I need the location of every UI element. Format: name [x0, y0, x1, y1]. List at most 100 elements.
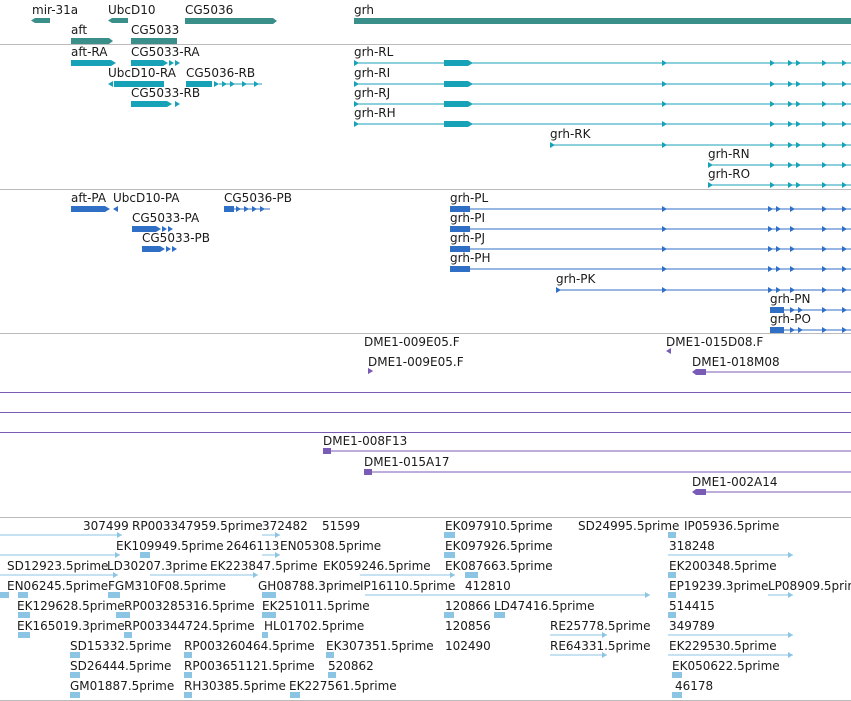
est-label[interactable]: IP16110.5prime [360, 579, 456, 593]
est-label[interactable]: LD30207.3prime [107, 559, 208, 573]
transcript-label[interactable]: CG5036-RB [186, 66, 256, 80]
est-label[interactable]: 412810 [465, 579, 511, 593]
clone-label[interactable]: DME1-009E05.F [364, 335, 460, 349]
gene-label[interactable]: CG5036 [185, 3, 234, 17]
gene-label[interactable]: aft [71, 23, 88, 37]
gene-label[interactable]: grh [354, 3, 374, 17]
est-label[interactable]: 46178 [675, 679, 714, 693]
strand-arrow [166, 246, 171, 252]
est-label[interactable]: EP19239.3prime [669, 579, 769, 593]
est-label[interactable]: EK227561.5prime [289, 679, 397, 693]
transcript-label[interactable]: UbcD10-RA [108, 66, 176, 80]
transcript-label[interactable]: aft-RA [71, 45, 108, 59]
est-label[interactable]: RP003651121.5prime [184, 659, 315, 673]
est-label[interactable]: RP003344724.5prime [124, 619, 255, 633]
strand-arrow [770, 101, 775, 107]
est-label[interactable]: SD15332.5prime [70, 639, 172, 653]
est-label[interactable]: LP08909.5prime [768, 579, 851, 593]
est-label[interactable]: EK223847.5prime [210, 559, 318, 573]
strand-arrow [822, 327, 827, 333]
est-label[interactable]: SD12923.5prime [7, 559, 109, 573]
protein-label[interactable]: grh-PO [770, 312, 811, 326]
est-label[interactable]: RP003285316.5prime [124, 599, 255, 613]
strand-arrow [790, 307, 795, 313]
transcript-label[interactable]: grh-RH [354, 106, 396, 120]
gene-glyph [31, 18, 50, 23]
est-label[interactable]: EN05308.5prime [280, 539, 382, 553]
est-label[interactable]: RE64331.5prime [550, 639, 651, 653]
protein-label[interactable]: aft-PA [71, 191, 107, 205]
clone-label[interactable]: DME1-015D08.F [666, 335, 764, 349]
est-label[interactable]: 307499 [83, 519, 129, 533]
est-label[interactable]: RP003347959.5prime [132, 519, 263, 533]
est-label[interactable]: EK165019.3prime [17, 619, 125, 633]
est-label[interactable]: RE25778.5prime [550, 619, 651, 633]
est-label[interactable]: RP003260464.5prime [184, 639, 315, 653]
est-label[interactable]: LD47416.5prime [494, 599, 595, 613]
strand-arrow [822, 162, 827, 168]
protein-label[interactable]: CG5033-PA [132, 211, 200, 225]
protein-label[interactable]: grh-PH [450, 251, 491, 265]
est-label[interactable]: EK097910.5prime [445, 519, 553, 533]
est-label[interactable]: 102490 [445, 639, 491, 653]
est-label[interactable]: EK229530.5prime [669, 639, 777, 653]
est-label[interactable]: EK307351.5prime [326, 639, 434, 653]
est-label[interactable]: HL01702.5prime [264, 619, 365, 633]
gene-label[interactable]: UbcD10 [108, 3, 156, 17]
est-label[interactable]: 372482 [262, 519, 308, 533]
est-label[interactable]: EK050622.5prime [672, 659, 780, 673]
transcript-label[interactable]: CG5033-RB [131, 86, 201, 100]
est-label[interactable]: EK059246.5prime [323, 559, 431, 573]
est-label[interactable]: SD24995.5prime [578, 519, 680, 533]
clone-label[interactable]: DME1-002A14 [692, 475, 778, 489]
est-label[interactable]: EN06245.5prime [7, 579, 109, 593]
est-label[interactable]: 120856 [445, 619, 491, 633]
protein-label[interactable]: CG5036-PB [224, 191, 293, 205]
est-arrow [788, 632, 793, 638]
protein-label[interactable]: CG5033-PB [142, 231, 211, 245]
est-label[interactable]: 520862 [328, 659, 374, 673]
transcript-label[interactable]: grh-RI [354, 66, 391, 80]
est-label[interactable]: EK087663.5prime [445, 559, 553, 573]
transcript-label[interactable]: grh-RL [354, 45, 394, 59]
est-label[interactable]: 120866 [445, 599, 491, 613]
clone-label[interactable]: DME1-009E05.F [368, 355, 464, 369]
est-label[interactable]: 514415 [669, 599, 715, 613]
protein-label[interactable]: grh-PL [450, 191, 489, 205]
est-label[interactable]: EK251011.5prime [262, 599, 370, 613]
exon-block [142, 246, 160, 252]
est-label[interactable]: 318248 [669, 539, 715, 553]
est-label[interactable]: 349789 [669, 619, 715, 633]
transcript-label[interactable]: grh-RO [708, 167, 751, 181]
clone-label[interactable]: DME1-018M08 [692, 355, 780, 369]
clone-label[interactable]: DME1-008F13 [323, 434, 408, 448]
est-label[interactable]: SD26444.5prime [70, 659, 172, 673]
est-arrow [113, 572, 118, 578]
est-label[interactable]: FGM310F08.5prime [108, 579, 227, 593]
protein-label[interactable]: grh-PN [770, 292, 811, 306]
est-label[interactable]: EK200348.5prime [669, 559, 777, 573]
est-label[interactable]: EK129628.5prime [17, 599, 125, 613]
est-label[interactable]: GM01887.5prime [70, 679, 175, 693]
transcript-label[interactable]: grh-RN [708, 147, 750, 161]
est-label[interactable]: GH08788.3prime [258, 579, 361, 593]
transcript-label[interactable]: grh-RJ [354, 86, 391, 100]
est-label[interactable]: EK097926.5prime [445, 539, 553, 553]
gene-label[interactable]: CG5033 [131, 23, 180, 37]
strand-arrow [790, 327, 795, 333]
protein-label[interactable]: grh-PJ [450, 231, 486, 245]
est-label[interactable]: IP05936.5prime [684, 519, 780, 533]
protein-label[interactable]: UbcD10-PA [113, 191, 180, 205]
est-label[interactable]: EK109949.5prime [116, 539, 224, 553]
clone-label[interactable]: DME1-015A17 [364, 455, 450, 469]
est-block [0, 592, 9, 598]
est-label[interactable]: 51599 [322, 519, 361, 533]
transcript-label[interactable]: CG5033-RA [131, 45, 200, 59]
est-label[interactable]: 2646113 [226, 539, 280, 553]
protein-label[interactable]: grh-PK [556, 272, 596, 286]
strand-arrow [662, 121, 667, 127]
gene-label[interactable]: mir-31a [32, 3, 79, 17]
est-label[interactable]: RH30385.5prime [184, 679, 286, 693]
transcript-label[interactable]: grh-RK [550, 127, 591, 141]
protein-label[interactable]: grh-PI [450, 211, 486, 225]
